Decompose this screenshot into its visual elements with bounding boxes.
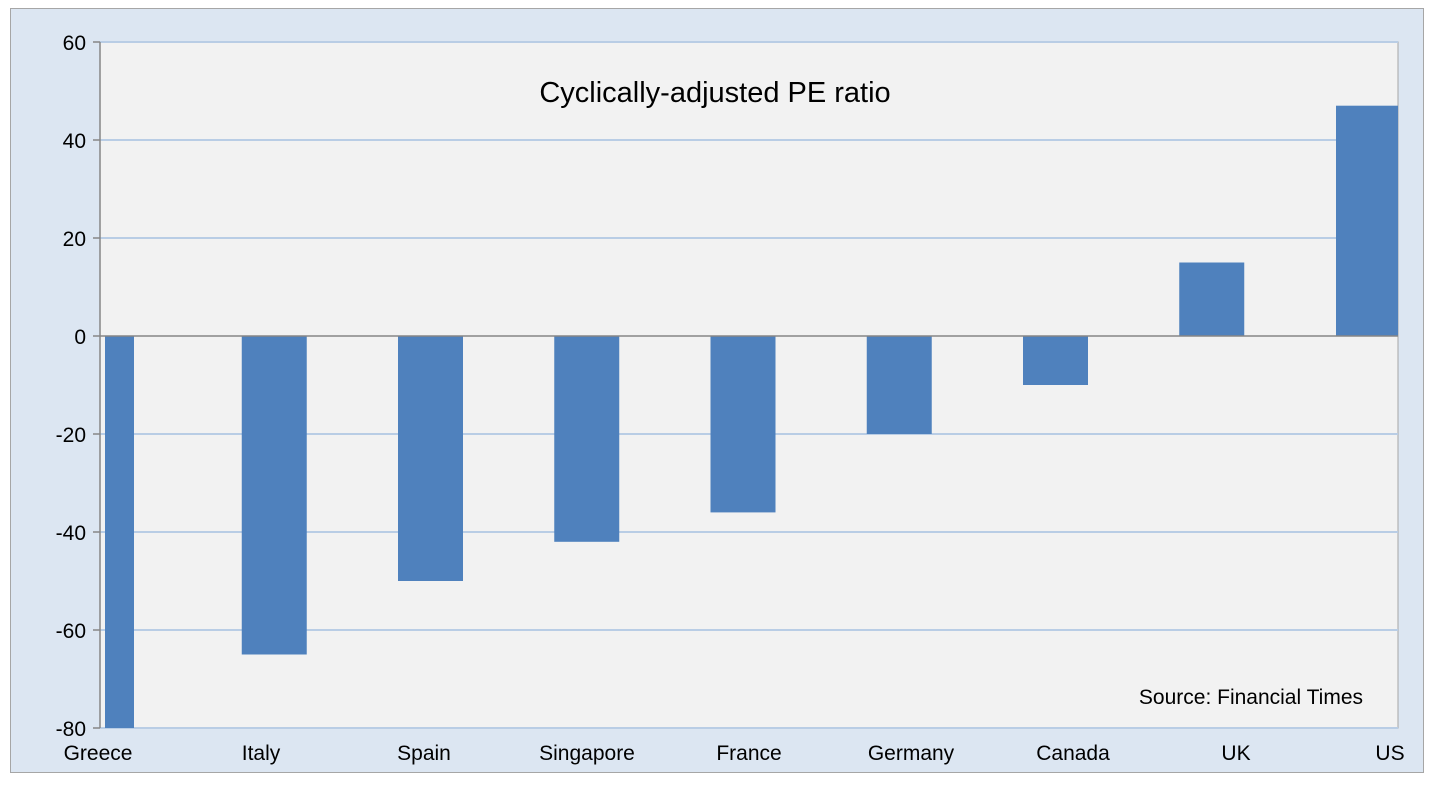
x-axis-ticks: Greece Italy Spain Singapore France Germany Ca… (64, 742, 1405, 765)
x-tick-label: Greece (64, 742, 133, 765)
axes (99, 42, 1398, 728)
y-tick-label: -80 (56, 718, 86, 741)
y-tick-label: 20 (63, 228, 86, 251)
x-tick-label: France (716, 742, 781, 765)
y-tick-label: 60 (63, 32, 86, 55)
y-tick-label: 0 (74, 326, 86, 349)
y-tick-label: -40 (56, 522, 86, 545)
bar-greece (105, 336, 134, 728)
bar-canada (1023, 336, 1088, 385)
bar-italy (241, 336, 307, 655)
bar-us (1336, 105, 1398, 336)
x-tick-label: Canada (1036, 742, 1110, 765)
y-tick-label: -20 (56, 424, 86, 447)
bar-singapore (554, 336, 620, 542)
bar-france (710, 336, 776, 513)
chart-title: Cyclically-adjusted PE ratio (539, 77, 890, 109)
bars (105, 105, 1398, 728)
x-tick-label: US (1375, 742, 1404, 765)
x-tick-label: Germany (868, 742, 955, 765)
x-tick-label: UK (1221, 742, 1250, 765)
y-tick-label: 40 (63, 130, 86, 153)
y-axis-ticks: 60 40 20 0 -20 -40 -60 -80 (56, 32, 100, 741)
x-tick-label: Italy (242, 742, 281, 765)
bar-uk (1179, 262, 1245, 336)
x-tick-label: Spain (397, 742, 451, 765)
bar-germany (866, 336, 932, 434)
x-tick-label: Singapore (539, 742, 635, 765)
y-tick-label: -60 (56, 620, 86, 643)
bar-spain (398, 336, 463, 581)
gridlines (100, 41, 1398, 729)
source-annotation: Source: Financial Times (1139, 686, 1363, 709)
